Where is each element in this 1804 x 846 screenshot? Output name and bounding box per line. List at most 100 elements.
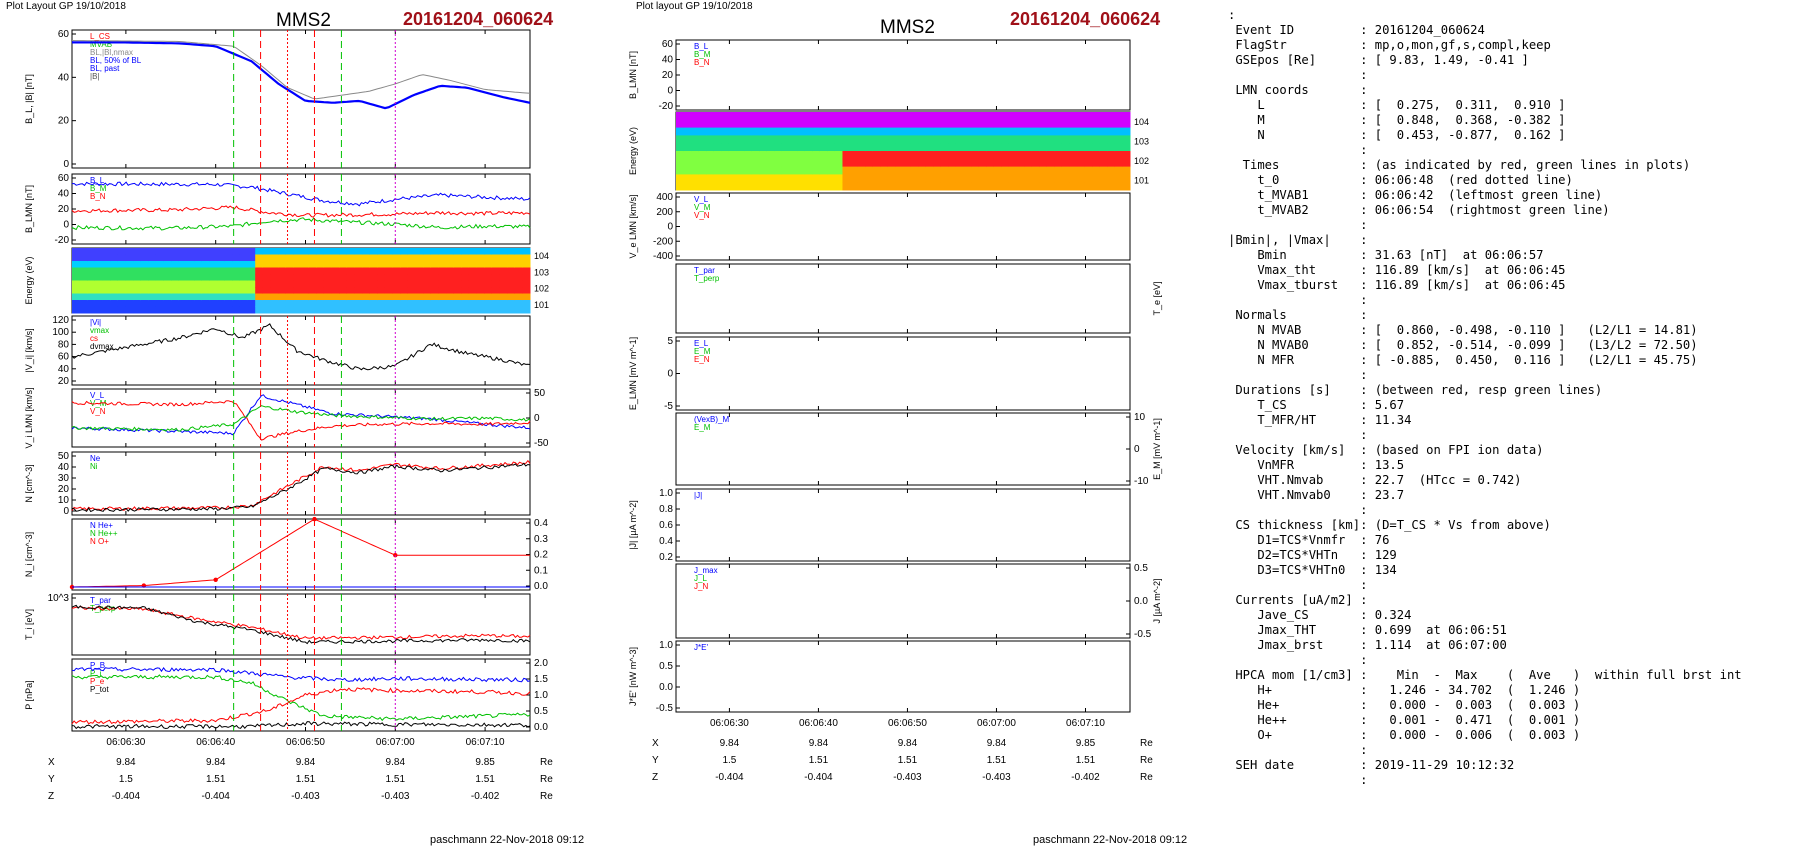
spectrogram-cell <box>316 254 325 262</box>
spectrogram-cell <box>209 261 218 268</box>
spectrogram-cell <box>201 274 210 281</box>
tick-label: 20 <box>58 484 70 495</box>
spectrogram-cell <box>1008 127 1017 136</box>
panel-frame <box>71 451 531 516</box>
spectrogram-cell <box>1054 166 1063 175</box>
spectrogram-cell <box>887 151 896 160</box>
spectrogram-cell <box>278 306 287 314</box>
spectrogram-cell <box>461 267 470 275</box>
spectrogram-cell <box>736 135 745 144</box>
spectrogram-cell <box>285 293 294 301</box>
series-line-T_perp <box>71 604 531 645</box>
position-value: 9.84 <box>898 738 918 749</box>
spectrogram-cell <box>430 254 439 262</box>
spectrogram-cell <box>774 127 783 136</box>
spectrogram-cell <box>789 135 798 144</box>
spectrogram-cell <box>194 261 203 268</box>
spectrogram-cell <box>910 182 919 191</box>
spectrogram-cell <box>766 166 775 175</box>
spectrogram-cell <box>194 280 203 288</box>
spectrogram-cell <box>346 280 355 288</box>
series-line-B_L <box>71 181 531 207</box>
spectrogram-cell <box>270 300 279 307</box>
spectrogram-cell <box>986 151 995 160</box>
tick-label: 104 <box>1134 117 1149 127</box>
spectrogram-cell <box>415 254 424 262</box>
info-line: : <box>1360 293 1368 307</box>
spectrogram-cell <box>331 293 340 301</box>
legend-entry: dvmax <box>90 342 114 351</box>
spectrogram-cell <box>1008 158 1017 168</box>
spectrogram-cell <box>1099 112 1108 121</box>
spectrogram-cell <box>721 174 730 183</box>
spectrogram-cell <box>1114 182 1123 191</box>
spectrogram-cell <box>857 143 866 152</box>
spectrogram-cell <box>834 166 843 175</box>
spectrogram-cell <box>1107 151 1116 160</box>
spectrogram-cell <box>430 261 439 268</box>
spectrogram-cell <box>446 306 455 314</box>
axis-label: E_M [mV m^-1] <box>1152 418 1162 480</box>
legend-entry: (VexB)_M <box>694 415 729 424</box>
spectrogram-cell <box>691 127 700 136</box>
spectrogram-cell <box>346 261 355 268</box>
spectrogram-cell <box>79 261 88 268</box>
spectrogram-cell <box>842 174 851 183</box>
spectrogram-cell <box>774 158 783 168</box>
spectrogram-cell <box>117 261 126 268</box>
tick-label: 103 <box>1134 136 1149 146</box>
spectrogram-cell <box>491 248 500 255</box>
spectrogram-cell <box>346 248 355 255</box>
legend-entry: J*E' <box>694 643 708 652</box>
footer-signature-left: paschmann 22-Nov-2018 09:12 <box>430 834 585 846</box>
info-line: : <box>1360 428 1368 442</box>
spectrogram-cell <box>1114 166 1123 175</box>
spectrogram-cell <box>133 300 142 307</box>
legend-entry: E_N <box>694 355 710 364</box>
spectrogram-cell <box>978 174 987 183</box>
spectrogram-cell <box>1061 182 1070 191</box>
spectrogram-cell <box>171 293 180 301</box>
spectrogram-cell <box>986 166 995 175</box>
spectrogram-cell <box>721 135 730 144</box>
position-value: -0.404 <box>112 791 141 800</box>
info-line: HPCA mom [1/cm3] : Min - Max ( Ave ) wit… <box>1235 668 1742 682</box>
spectrogram-cell <box>819 151 828 160</box>
spectrogram-cell <box>1046 174 1055 183</box>
spectrogram-cell <box>339 267 348 275</box>
spectrogram-cell <box>918 143 927 152</box>
spectrogram-cell <box>963 112 972 121</box>
spectrogram-cell <box>316 274 325 281</box>
spectrogram-cell <box>918 135 927 144</box>
spectrogram-cell <box>850 158 859 168</box>
spectrogram-cell <box>224 248 233 255</box>
spectrogram-cell <box>728 127 738 136</box>
spectrogram-cell <box>278 274 287 281</box>
spectrogram-cell <box>339 287 348 294</box>
spectrogram-cell <box>1001 119 1010 129</box>
spectrogram-cell <box>446 248 455 255</box>
tick-label: -200 <box>653 236 673 247</box>
spectrogram-cell <box>986 119 995 129</box>
tick-label: 101 <box>1134 175 1149 185</box>
spectrogram-cell <box>491 280 500 288</box>
spectrogram-cell <box>683 158 692 168</box>
spectrogram-cell <box>925 135 934 144</box>
spectrogram-cell <box>423 280 432 288</box>
spectrogram-cell <box>895 119 904 129</box>
spectrogram-cell <box>676 119 685 129</box>
spectrogram-cell <box>1077 166 1086 175</box>
spectrogram-cell <box>955 143 965 152</box>
panel-JE: J*E' [nW m^-3] 1.0 0.5 0.0 -0.5 J*E' <box>628 640 1131 714</box>
axis-label: J [µA m^-2] <box>1152 579 1162 624</box>
spectrogram-cell <box>842 127 851 136</box>
spectrogram-cell <box>209 267 218 275</box>
position-value: -0.404 <box>804 772 833 783</box>
spectrogram-cell <box>728 151 738 160</box>
spectrogram-cell <box>827 112 836 121</box>
spectrogram-cell <box>308 300 317 307</box>
spectrogram-cell <box>392 248 401 255</box>
spectrogram-cell <box>438 274 447 281</box>
spectrogram-cell <box>155 300 165 307</box>
spectrogram-cell <box>850 112 859 121</box>
